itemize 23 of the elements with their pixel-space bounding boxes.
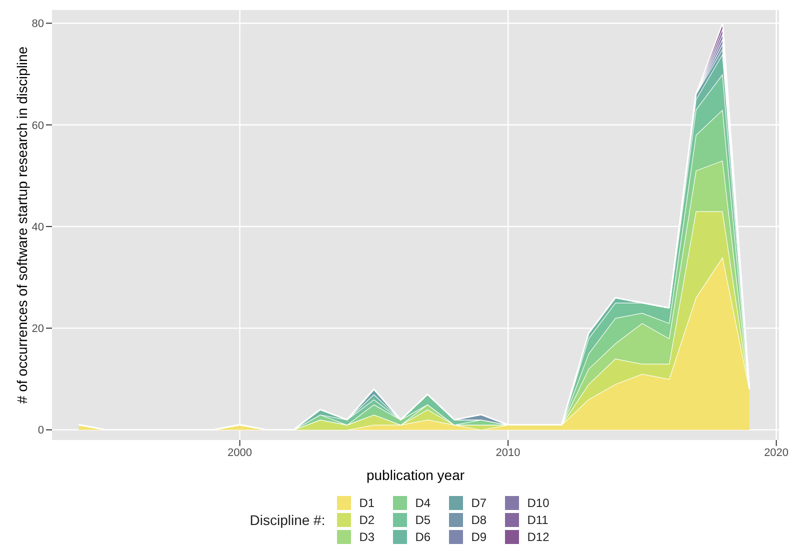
x-tick-label: 2010 [496, 446, 520, 459]
legend-title: Discipline #: [250, 512, 326, 528]
legend-label: D4 [415, 496, 432, 510]
legend-label: D11 [527, 512, 550, 526]
legend-label: D7 [471, 496, 488, 510]
x-tick-label: 2020 [764, 446, 789, 459]
legend-label: D8 [471, 512, 488, 526]
y-axis-title: # of occurrences of software startup research in discipline [14, 46, 30, 404]
y-tick-label: 60 [32, 120, 44, 132]
x-axis-title: publication year [366, 467, 465, 483]
legend-label: D6 [415, 530, 432, 544]
y-tick-label: 80 [32, 18, 44, 30]
y-tick-label: 20 [32, 323, 44, 336]
y-tick-label: 40 [32, 221, 44, 234]
x-tick-label: 2000 [228, 446, 252, 459]
legend-label: D12 [527, 530, 550, 544]
legend-label: D3 [359, 530, 376, 544]
legend-label: D1 [359, 496, 376, 510]
legend-label: D10 [527, 496, 550, 510]
legend-label: D2 [359, 512, 376, 526]
legend-label: D5 [415, 512, 432, 526]
y-tick-label: 0 [38, 424, 44, 437]
legend-label: D9 [471, 530, 488, 544]
